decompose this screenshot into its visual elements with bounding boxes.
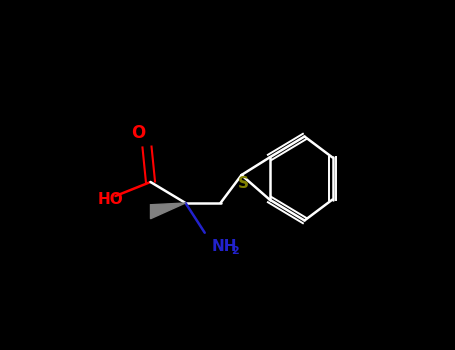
Polygon shape bbox=[151, 203, 186, 219]
Text: NH: NH bbox=[212, 239, 237, 254]
Text: HO: HO bbox=[98, 192, 124, 207]
Text: O: O bbox=[131, 124, 146, 142]
Text: S: S bbox=[238, 176, 249, 191]
Text: 2: 2 bbox=[231, 246, 239, 256]
